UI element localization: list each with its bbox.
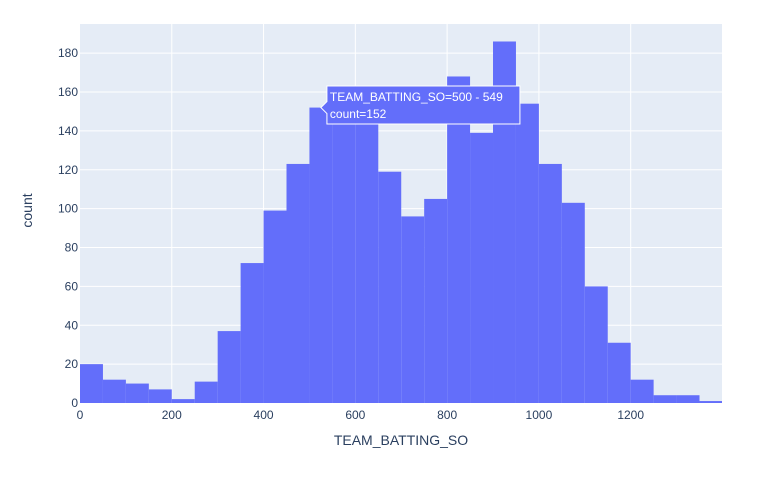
histogram-bar[interactable] <box>470 132 494 404</box>
histogram-bar[interactable] <box>194 381 218 403</box>
y-tick-label: 0 <box>71 396 78 410</box>
histogram-bar[interactable] <box>263 210 287 403</box>
y-tick-label: 100 <box>58 202 78 216</box>
histogram-bar[interactable] <box>401 216 425 403</box>
x-axis-ticks: 0 200 400 600 800 1000 1200 <box>77 408 645 422</box>
histogram-bar[interactable] <box>378 171 402 403</box>
y-tick-label: 120 <box>58 163 78 177</box>
histogram-bar[interactable] <box>630 379 654 403</box>
histogram-bar[interactable] <box>607 342 631 403</box>
histogram-bar[interactable] <box>676 395 700 403</box>
y-tick-label: 160 <box>58 85 78 99</box>
hover-tooltip-count: count=152 <box>330 107 387 121</box>
histogram-bar[interactable] <box>286 163 310 403</box>
x-tick-label: 1000 <box>526 408 553 422</box>
y-tick-label: 40 <box>65 318 79 332</box>
y-tick-label: 180 <box>58 46 78 60</box>
histogram-bar[interactable] <box>217 331 241 403</box>
histogram-bar[interactable] <box>332 99 356 404</box>
x-tick-label: 600 <box>345 408 365 422</box>
histogram-bar[interactable] <box>148 389 172 403</box>
histogram-bar[interactable] <box>309 107 333 404</box>
histogram-bar[interactable] <box>561 202 585 403</box>
y-axis-ticks: 0 20 40 60 80 100 120 140 160 180 <box>58 46 78 410</box>
histogram-bar[interactable] <box>102 379 126 403</box>
histogram-bars[interactable] <box>80 41 722 404</box>
histogram-bar[interactable] <box>699 401 722 403</box>
histogram-bar[interactable] <box>447 76 471 403</box>
histogram-bar[interactable] <box>515 103 539 403</box>
histogram-bar[interactable] <box>240 263 264 403</box>
hover-tooltip: TEAM_BATTING_SO=500 - 549 count=152 <box>320 85 521 125</box>
y-axis-title: count <box>19 193 35 227</box>
histogram-bar[interactable] <box>171 399 195 403</box>
histogram-bar[interactable] <box>355 88 379 403</box>
x-tick-label: 1200 <box>617 408 644 422</box>
histogram-bar[interactable] <box>424 198 448 403</box>
histogram-bar[interactable] <box>80 364 103 403</box>
histogram-bar[interactable] <box>584 286 608 403</box>
hover-tooltip-label: TEAM_BATTING_SO=500 - 549 <box>330 90 503 104</box>
y-tick-label: 140 <box>58 124 78 138</box>
y-tick-label: 20 <box>65 357 79 371</box>
hover-tooltip-box <box>320 85 521 125</box>
x-tick-label: 0 <box>77 408 84 422</box>
histogram-bar[interactable] <box>125 383 149 403</box>
x-axis-title: TEAM_BATTING_SO <box>334 432 468 448</box>
y-tick-label: 80 <box>65 241 79 255</box>
y-tick-label: 60 <box>65 279 79 293</box>
histogram-bar[interactable] <box>493 41 516 403</box>
x-tick-label: 200 <box>162 408 182 422</box>
histogram-bar[interactable] <box>653 395 677 403</box>
histogram-bar[interactable] <box>538 163 562 403</box>
x-tick-label: 800 <box>437 408 457 422</box>
x-tick-label: 400 <box>254 408 274 422</box>
